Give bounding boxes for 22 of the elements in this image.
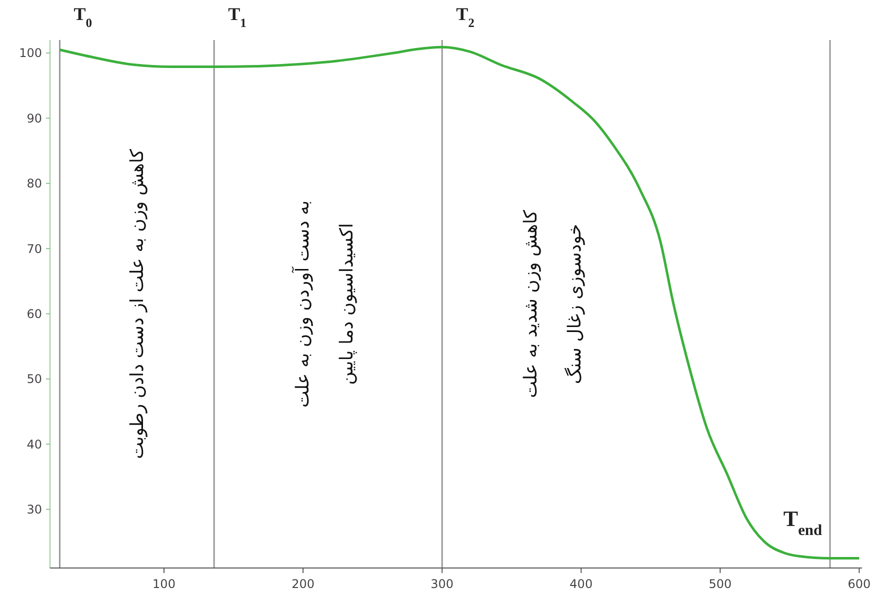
y-tick-label: 60: [26, 306, 42, 321]
text: به دست آوردن وزن به علت اکسیداسیون دما پایین: [292, 200, 358, 408]
x-tick-label: 200: [292, 577, 315, 591]
y-tick-label: 70: [26, 242, 42, 256]
line-series: [58, 46, 860, 560]
ref-line-label: T$_{1}$: [228, 4, 246, 30]
ref-line-label: T$_{0}$: [74, 4, 92, 30]
text: کاهش وزن شدید به علت خودسوزی زغال سنگ: [520, 210, 586, 398]
y-tick-label: 30: [26, 502, 42, 517]
x-tick-label: 600: [848, 577, 871, 591]
x-tick-label: 300: [430, 577, 454, 591]
x-tick-label: 400: [570, 577, 593, 591]
x-tick-label: 500: [708, 577, 732, 591]
y-tick-label: 40: [26, 437, 42, 452]
x-tick-label: 100: [152, 577, 176, 591]
ref-line-label: T$_{end}$: [783, 506, 822, 538]
y-tick-label: 90: [26, 111, 42, 126]
annotation: کاهش وزن به علت از دست دادن رطوبت: [127, 148, 148, 459]
y-tick-label: 50: [26, 372, 42, 386]
y-tick-label: 100: [19, 46, 42, 60]
y-tick-label: 80: [26, 176, 42, 191]
ref-line-label: T$_{2}$: [456, 4, 474, 30]
